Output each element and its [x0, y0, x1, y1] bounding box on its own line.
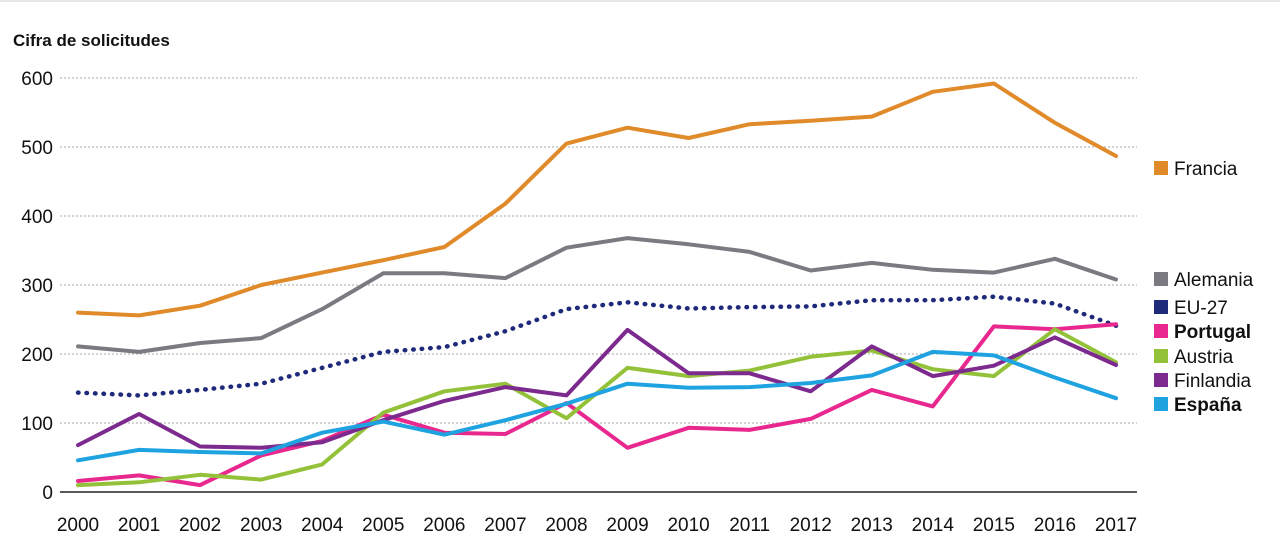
- legend-swatch-finlandia: [1154, 373, 1168, 387]
- x-tick-label: 2011: [729, 515, 770, 536]
- legend-label-austria: Austria: [1174, 347, 1234, 368]
- legend: Francia Alemania EU-27 Portugal Austria Finla…: [1154, 159, 1254, 416]
- x-tick-label: 2006: [423, 515, 465, 536]
- y-tick-label: 600: [21, 69, 53, 90]
- x-tick-label: 2002: [179, 515, 221, 536]
- legend-swatch-francia: [1154, 161, 1168, 175]
- legend-label-finlandia: Finlandia: [1174, 371, 1252, 392]
- y-tick-label: 500: [21, 138, 53, 159]
- y-tick-label: 400: [21, 207, 53, 228]
- legend-label-portugal: Portugal: [1174, 322, 1251, 343]
- series-line-alemania: [76, 236, 1118, 354]
- legend-label-espa-a: España: [1174, 395, 1242, 416]
- x-tick-label: 2017: [1095, 515, 1137, 536]
- y-tick-label: 300: [21, 276, 53, 297]
- legend-swatch-espa-a: [1154, 397, 1168, 411]
- y-tick-label: 200: [21, 345, 53, 366]
- y-tick-label: 100: [21, 414, 53, 435]
- x-tick-label: 2013: [851, 515, 893, 536]
- x-axis-ticks: 2000 2001 2002 2003 2004 2005 2006 2007 2008 2009…: [57, 515, 1137, 536]
- legend-swatch-portugal: [1154, 324, 1168, 338]
- x-tick-label: 2004: [301, 515, 344, 536]
- legend-swatch-austria: [1154, 349, 1168, 363]
- series-line-finlandia: [76, 327, 1118, 450]
- series-line-portugal: [76, 322, 1118, 488]
- series-line-francia: [76, 81, 1118, 318]
- x-tick-label: 2008: [545, 515, 587, 536]
- x-tick-label: 2007: [484, 515, 526, 536]
- legend-label-alemania: Alemania: [1174, 270, 1254, 291]
- x-tick-label: 2005: [362, 515, 404, 536]
- y-tick-label: 0: [42, 483, 53, 504]
- x-tick-label: 2000: [57, 515, 99, 536]
- gridlines: [60, 77, 1137, 493]
- x-tick-label: 2016: [1034, 515, 1076, 536]
- series-lines: [75, 81, 1119, 488]
- series-line-espa-a: [76, 349, 1118, 463]
- x-tick-label: 2001: [118, 515, 160, 536]
- y-axis-title: Cifra de solicitudes: [13, 31, 170, 50]
- series-line-eu-27: [75, 294, 1119, 398]
- x-tick-label: 2012: [790, 515, 832, 536]
- x-tick-label: 2010: [667, 515, 709, 536]
- legend-swatch-alemania: [1154, 272, 1168, 286]
- x-tick-label: 2015: [973, 515, 1015, 536]
- x-tick-label: 2014: [912, 515, 955, 536]
- x-tick-label: 2009: [606, 515, 648, 536]
- x-tick-label: 2003: [240, 515, 282, 536]
- legend-swatch-eu-27: [1154, 300, 1168, 314]
- legend-label-eu-27: EU-27: [1174, 298, 1228, 319]
- y-axis-ticks: 0 100 200 300 400 500 600: [21, 69, 53, 504]
- legend-label-francia: Francia: [1174, 159, 1238, 180]
